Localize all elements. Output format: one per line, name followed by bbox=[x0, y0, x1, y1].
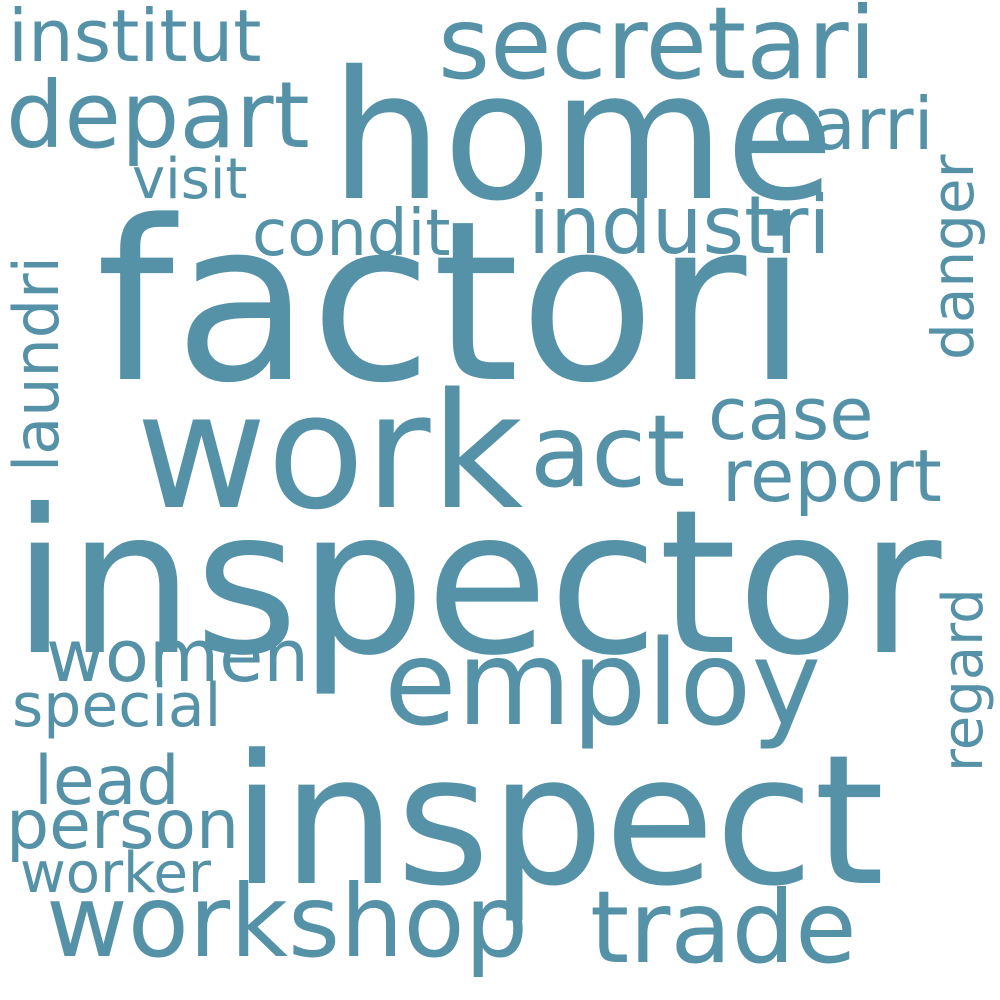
word-special: special bbox=[12, 671, 222, 741]
word-work: work bbox=[136, 358, 524, 545]
word-visit: visit bbox=[132, 147, 248, 212]
word-workshop: workshop bbox=[46, 863, 529, 980]
word-inspector: inspector bbox=[12, 467, 942, 700]
word-danger: danger bbox=[919, 154, 987, 360]
word-depart: depart bbox=[6, 62, 310, 169]
word-trade: trade bbox=[590, 869, 857, 986]
word-carri: carri bbox=[772, 82, 934, 166]
word-person: person bbox=[6, 786, 240, 865]
word-regard: regard bbox=[931, 588, 996, 772]
word-institut: institut bbox=[8, 0, 262, 78]
word-employ: employ bbox=[384, 614, 822, 752]
word-case: case bbox=[708, 372, 874, 456]
word-act: act bbox=[530, 393, 686, 510]
word-laundri: laundri bbox=[0, 256, 73, 472]
word-lead: lead bbox=[34, 742, 180, 821]
word-women: women bbox=[46, 614, 310, 698]
word-inspect: inspect bbox=[232, 717, 885, 926]
word-industri: industri bbox=[528, 179, 831, 272]
word-secretari: secretari bbox=[438, 0, 877, 102]
word-condit: condit bbox=[252, 197, 451, 271]
word-worker: worker bbox=[20, 841, 211, 906]
word-factori: factori bbox=[96, 174, 809, 432]
word-home: home bbox=[330, 33, 835, 240]
word-report: report bbox=[722, 434, 942, 518]
